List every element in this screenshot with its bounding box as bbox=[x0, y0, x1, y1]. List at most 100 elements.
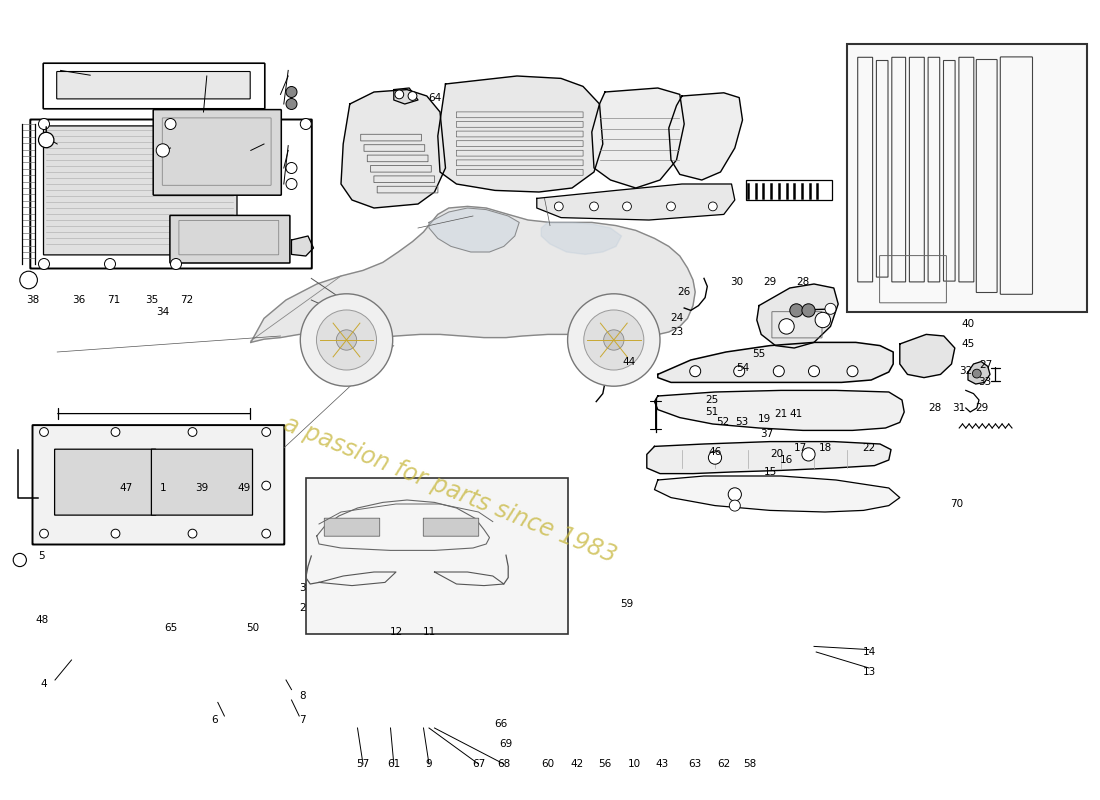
Text: 47: 47 bbox=[120, 483, 133, 493]
Circle shape bbox=[337, 330, 356, 350]
Text: 16: 16 bbox=[780, 455, 793, 465]
FancyBboxPatch shape bbox=[324, 518, 380, 536]
Polygon shape bbox=[438, 76, 603, 192]
Text: 28: 28 bbox=[928, 403, 942, 413]
Circle shape bbox=[13, 554, 26, 566]
Text: 5: 5 bbox=[39, 551, 45, 561]
Circle shape bbox=[104, 258, 116, 270]
Text: 71: 71 bbox=[107, 295, 120, 305]
Circle shape bbox=[286, 178, 297, 190]
Circle shape bbox=[815, 312, 830, 328]
Text: 25: 25 bbox=[705, 395, 718, 405]
Polygon shape bbox=[292, 236, 313, 256]
Circle shape bbox=[165, 118, 176, 130]
Circle shape bbox=[300, 294, 393, 386]
Circle shape bbox=[584, 310, 644, 370]
FancyBboxPatch shape bbox=[169, 215, 290, 263]
Text: 46: 46 bbox=[708, 447, 722, 457]
Text: 21: 21 bbox=[774, 410, 788, 419]
Text: 42: 42 bbox=[571, 759, 584, 769]
Polygon shape bbox=[654, 390, 904, 430]
FancyBboxPatch shape bbox=[153, 110, 282, 195]
Text: 24: 24 bbox=[670, 314, 683, 323]
Circle shape bbox=[188, 427, 197, 437]
Text: 45: 45 bbox=[961, 339, 975, 349]
Polygon shape bbox=[394, 88, 418, 104]
Text: 38: 38 bbox=[26, 295, 40, 305]
Polygon shape bbox=[658, 342, 893, 382]
Text: 69: 69 bbox=[499, 739, 513, 749]
Circle shape bbox=[825, 303, 836, 314]
Polygon shape bbox=[541, 222, 622, 254]
Circle shape bbox=[39, 132, 54, 148]
Circle shape bbox=[667, 202, 675, 210]
Bar bbox=[746, 180, 832, 200]
Circle shape bbox=[604, 330, 624, 350]
Circle shape bbox=[111, 427, 120, 437]
Circle shape bbox=[286, 98, 297, 110]
Text: 67: 67 bbox=[472, 759, 485, 769]
Circle shape bbox=[808, 366, 820, 377]
Text: 22: 22 bbox=[862, 443, 876, 453]
Circle shape bbox=[300, 118, 311, 130]
Circle shape bbox=[39, 258, 50, 270]
Text: 28: 28 bbox=[796, 277, 810, 286]
Circle shape bbox=[39, 118, 50, 130]
Circle shape bbox=[20, 271, 37, 289]
Circle shape bbox=[40, 530, 48, 538]
Text: 52: 52 bbox=[716, 418, 729, 427]
Circle shape bbox=[40, 427, 48, 437]
Text: 62: 62 bbox=[717, 759, 730, 769]
Text: 8: 8 bbox=[299, 691, 306, 701]
Text: 68: 68 bbox=[497, 759, 510, 769]
Circle shape bbox=[729, 500, 740, 511]
Text: 63: 63 bbox=[689, 759, 702, 769]
Text: 10: 10 bbox=[628, 759, 641, 769]
Circle shape bbox=[623, 202, 631, 210]
Text: 41: 41 bbox=[790, 410, 803, 419]
Bar bbox=[847, 44, 1087, 312]
Text: 1: 1 bbox=[160, 483, 166, 493]
Bar bbox=[306, 478, 568, 634]
Circle shape bbox=[170, 258, 182, 270]
Text: 30: 30 bbox=[730, 277, 744, 286]
Text: 58: 58 bbox=[744, 759, 757, 769]
Text: 64: 64 bbox=[428, 93, 441, 102]
Text: 34: 34 bbox=[156, 307, 169, 317]
FancyBboxPatch shape bbox=[33, 425, 284, 545]
Circle shape bbox=[779, 318, 794, 334]
Text: 13: 13 bbox=[862, 667, 876, 677]
Text: 3: 3 bbox=[299, 583, 306, 593]
Text: 57: 57 bbox=[356, 759, 370, 769]
Circle shape bbox=[262, 481, 271, 490]
Circle shape bbox=[590, 202, 598, 210]
Circle shape bbox=[790, 304, 803, 317]
Text: 48: 48 bbox=[35, 615, 48, 625]
Polygon shape bbox=[434, 572, 504, 586]
Text: 27: 27 bbox=[979, 360, 992, 370]
Text: 37: 37 bbox=[760, 430, 773, 439]
Text: 39: 39 bbox=[195, 483, 208, 493]
FancyBboxPatch shape bbox=[152, 450, 253, 515]
Polygon shape bbox=[319, 572, 396, 586]
Text: 56: 56 bbox=[598, 759, 612, 769]
Polygon shape bbox=[251, 206, 695, 342]
Text: 65: 65 bbox=[164, 623, 177, 633]
Text: 59: 59 bbox=[620, 599, 634, 609]
Text: 29: 29 bbox=[763, 277, 777, 286]
Polygon shape bbox=[968, 362, 990, 384]
Text: 9: 9 bbox=[426, 759, 432, 769]
Text: 17: 17 bbox=[794, 443, 807, 453]
Circle shape bbox=[554, 202, 563, 210]
Text: 14: 14 bbox=[862, 647, 876, 657]
Text: 66: 66 bbox=[494, 719, 507, 729]
Polygon shape bbox=[647, 442, 891, 474]
Text: 55: 55 bbox=[752, 349, 766, 358]
Text: 20: 20 bbox=[770, 449, 783, 458]
Text: 31: 31 bbox=[953, 403, 966, 413]
Text: 50: 50 bbox=[246, 623, 260, 633]
Text: 19: 19 bbox=[758, 414, 771, 424]
Circle shape bbox=[111, 530, 120, 538]
Circle shape bbox=[156, 144, 169, 157]
Circle shape bbox=[690, 366, 701, 377]
